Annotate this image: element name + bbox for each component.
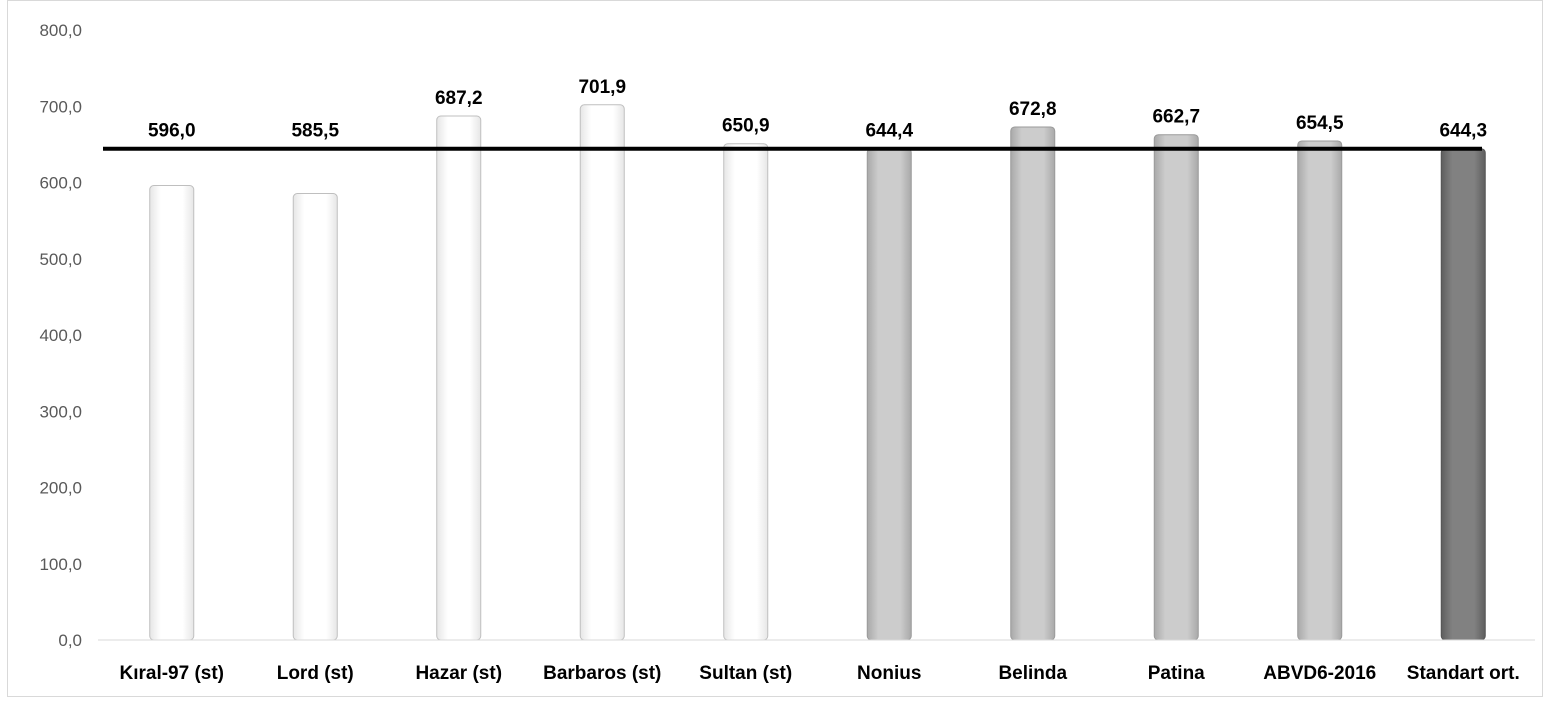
data-label: 585,5 [291,121,339,142]
data-label: 701,9 [578,77,626,98]
y-tick-label: 700,0 [39,97,82,116]
bar [149,185,195,641]
bar [1010,126,1056,641]
category-label: Barbaros (st) [543,663,661,684]
category-label: Hazar (st) [415,663,502,684]
category-label: Lord (st) [277,663,354,684]
category-label: Patina [1148,663,1205,684]
bar [292,193,338,641]
category-label: Standart ort. [1407,663,1520,684]
y-tick-label: 0,0 [58,631,82,650]
data-label: 596,0 [148,121,196,142]
bar [579,104,625,641]
y-tick-label: 400,0 [39,326,82,345]
data-label: 654,5 [1296,113,1344,134]
y-tick-label: 600,0 [39,174,82,193]
bar [866,148,912,641]
category-label: Belinda [998,663,1067,684]
data-label: 672,8 [1009,99,1057,120]
y-axis-ticks: 0,0 100,0 200,0 300,0 400,0 500,0 600,0 700,0 80… [39,21,82,650]
y-tick-label: 800,0 [39,21,82,40]
y-tick-label: 200,0 [39,479,82,498]
category-labels-group: Kıral-97 (st) Lord (st) Hazar (st) Barbaros… [119,663,1519,684]
data-label: 662,7 [1152,107,1200,128]
chart-frame [7,0,1543,697]
category-label: ABVD6-2016 [1263,663,1376,684]
category-label: Kıral-97 (st) [119,663,224,684]
bars-group [149,104,1486,641]
data-label: 650,9 [722,116,770,137]
category-label: Nonius [857,663,921,684]
data-label: 687,2 [435,88,483,109]
bar [1153,134,1199,641]
bar [436,115,482,641]
category-label: Sultan (st) [699,663,792,684]
data-labels-group: 596,0 585,5 687,2 701,9 650,9 644,4 672,8 662,7… [148,77,1487,142]
data-label: 644,4 [865,121,913,142]
bar [723,143,769,641]
y-tick-label: 500,0 [39,250,82,269]
bar [1297,140,1343,641]
y-tick-label: 300,0 [39,402,82,421]
bar [1440,148,1486,641]
y-tick-label: 100,0 [39,555,82,574]
data-label: 644,3 [1439,121,1487,142]
